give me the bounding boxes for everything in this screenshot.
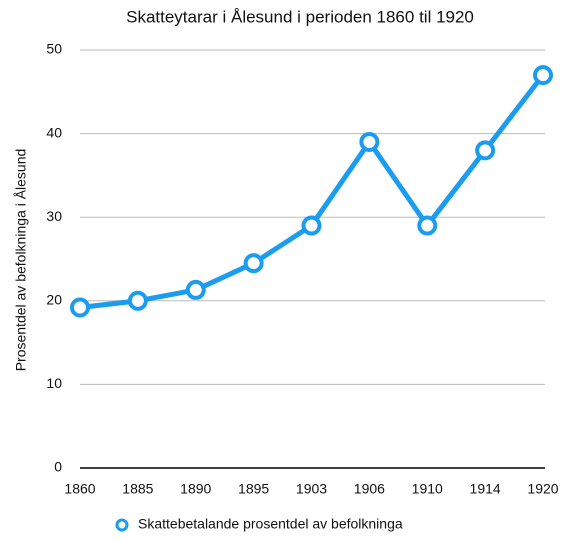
marker xyxy=(301,215,322,236)
marker xyxy=(185,279,206,300)
legend-marker xyxy=(115,518,129,532)
x-tick-label: 1860 xyxy=(64,481,95,497)
y-tick-label: 30 xyxy=(46,208,62,224)
marker xyxy=(359,131,380,152)
y-tick-label: 20 xyxy=(46,292,62,308)
marker xyxy=(70,297,90,318)
marker xyxy=(475,140,496,161)
y-tick-label: 10 xyxy=(46,375,62,391)
y-tick-label: 0 xyxy=(54,459,62,475)
x-tick-label: 1914 xyxy=(470,481,501,497)
marker xyxy=(243,253,264,274)
y-tick-label: 40 xyxy=(46,124,62,140)
x-tick-label: 1890 xyxy=(180,481,211,497)
x-tick-label: 1903 xyxy=(296,481,327,497)
x-tick-label: 1895 xyxy=(238,481,269,497)
marker xyxy=(417,215,438,236)
line xyxy=(79,73,545,310)
marker xyxy=(533,65,553,86)
x-tick-label: 1910 xyxy=(412,481,443,497)
legend-label: Skattebetalande prosentdel av befolkning… xyxy=(138,516,403,532)
x-tick-label: 1906 xyxy=(354,481,385,497)
x-tick-label: 1885 xyxy=(122,481,153,497)
chart-title: Skatteytarar i Ålesund i perioden 1860 t… xyxy=(126,7,474,26)
marker xyxy=(127,290,148,311)
y-tick-label: 50 xyxy=(46,41,62,57)
x-tick-label: 1920 xyxy=(527,481,558,497)
y-axis-label: Prosentdel av befolkninga i Ålesund xyxy=(13,149,29,372)
